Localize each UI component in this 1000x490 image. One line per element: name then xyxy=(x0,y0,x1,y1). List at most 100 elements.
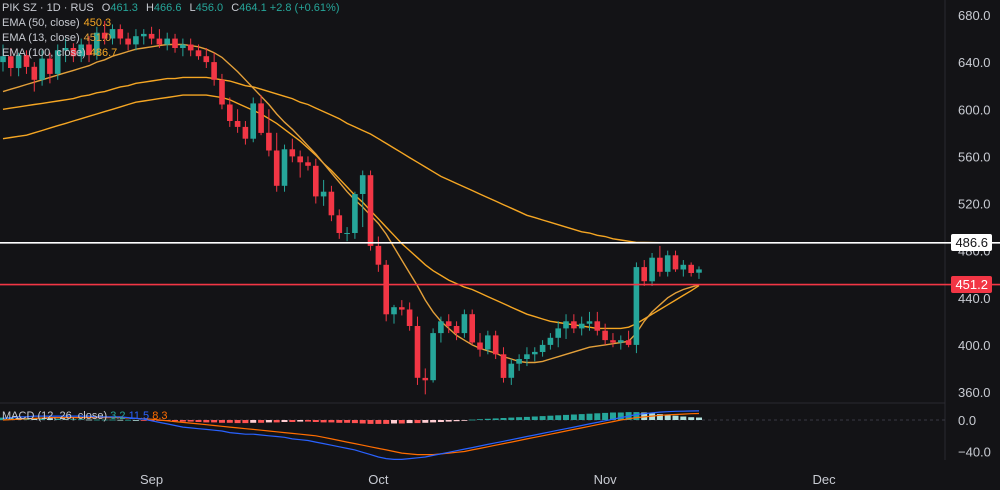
candle[interactable] xyxy=(485,330,491,355)
candle[interactable] xyxy=(180,38,186,57)
candle[interactable] xyxy=(297,150,303,178)
candle[interactable] xyxy=(563,314,569,339)
candle[interactable] xyxy=(625,330,632,348)
candle[interactable] xyxy=(594,311,601,336)
candle[interactable] xyxy=(672,250,679,272)
ema50-legend[interactable]: EMA (50, close) 450.3 xyxy=(2,16,111,31)
candle[interactable] xyxy=(469,309,475,345)
candle[interactable] xyxy=(313,158,319,204)
candle[interactable] xyxy=(359,170,366,228)
candle[interactable] xyxy=(54,44,61,80)
candle[interactable] xyxy=(406,302,413,331)
candle[interactable] xyxy=(31,62,38,92)
ema100-legend[interactable]: EMA (100, close) 486.7 xyxy=(2,46,117,61)
candle[interactable] xyxy=(641,260,647,286)
candle[interactable] xyxy=(610,333,616,348)
macd-pane[interactable] xyxy=(0,410,702,460)
candle[interactable] xyxy=(211,52,217,86)
candle[interactable] xyxy=(281,144,288,192)
candle[interactable] xyxy=(125,32,131,51)
candle[interactable] xyxy=(547,333,554,350)
candle[interactable] xyxy=(133,29,139,51)
candle[interactable] xyxy=(62,38,69,63)
candle[interactable] xyxy=(258,95,264,136)
candle[interactable] xyxy=(453,321,460,341)
candle[interactable] xyxy=(195,44,202,60)
candles[interactable] xyxy=(0,20,702,395)
candle[interactable] xyxy=(78,38,84,63)
candle[interactable] xyxy=(70,43,77,63)
candle[interactable] xyxy=(602,323,608,345)
candle[interactable] xyxy=(555,321,561,348)
candle[interactable] xyxy=(305,156,311,171)
candle[interactable] xyxy=(532,347,538,362)
candle[interactable] xyxy=(328,185,335,222)
candle[interactable] xyxy=(461,309,468,338)
candle[interactable] xyxy=(422,368,429,395)
candle[interactable] xyxy=(524,347,530,367)
candle[interactable] xyxy=(688,262,694,277)
candle[interactable] xyxy=(367,170,374,251)
candle[interactable] xyxy=(8,47,14,77)
candle[interactable] xyxy=(219,73,225,110)
macd-legend[interactable]: MACD (12, 26, close) 3.2 11.5 8.3 xyxy=(2,409,168,424)
candle[interactable] xyxy=(47,52,53,84)
candle[interactable] xyxy=(227,97,233,127)
candle[interactable] xyxy=(664,250,671,277)
candle[interactable] xyxy=(15,52,22,77)
candle[interactable] xyxy=(101,20,108,45)
candle[interactable] xyxy=(0,44,6,72)
candle[interactable] xyxy=(399,300,405,316)
candle[interactable] xyxy=(618,335,624,350)
candle[interactable] xyxy=(141,29,147,45)
candle[interactable] xyxy=(657,245,663,277)
candle[interactable] xyxy=(39,50,45,86)
candle[interactable] xyxy=(383,260,389,322)
candle[interactable] xyxy=(172,33,178,53)
ema13-legend[interactable]: EMA (13, close) 451.0 xyxy=(2,31,111,46)
candle[interactable] xyxy=(649,252,655,286)
candle-body xyxy=(187,44,194,51)
candle[interactable] xyxy=(203,47,210,69)
candle[interactable] xyxy=(539,340,546,357)
candle[interactable] xyxy=(23,50,30,74)
candle[interactable] xyxy=(320,179,327,206)
price-tag-white-line[interactable]: 486.6 xyxy=(951,233,992,251)
candle[interactable] xyxy=(352,191,358,239)
candle[interactable] xyxy=(508,359,515,385)
candle[interactable] xyxy=(250,97,256,143)
candle[interactable] xyxy=(266,109,272,157)
candle[interactable] xyxy=(571,314,577,334)
candle[interactable] xyxy=(445,314,452,334)
candle[interactable] xyxy=(492,330,499,360)
candle[interactable] xyxy=(430,328,436,383)
candle[interactable] xyxy=(234,109,241,133)
candle[interactable] xyxy=(578,316,585,336)
candle[interactable] xyxy=(117,24,124,45)
candle[interactable] xyxy=(438,316,444,343)
candle[interactable] xyxy=(187,38,194,57)
candle[interactable] xyxy=(391,304,397,324)
candle[interactable] xyxy=(516,354,522,371)
candle[interactable] xyxy=(336,209,343,239)
candle[interactable] xyxy=(680,260,687,277)
candle[interactable] xyxy=(242,121,249,145)
candle[interactable] xyxy=(696,266,702,279)
candle[interactable] xyxy=(94,26,100,60)
candle[interactable] xyxy=(289,138,296,163)
candle[interactable] xyxy=(586,311,593,331)
candle[interactable] xyxy=(633,262,640,354)
candle[interactable] xyxy=(148,26,155,45)
candle[interactable] xyxy=(477,333,483,357)
candle[interactable] xyxy=(164,32,170,51)
candle[interactable] xyxy=(86,36,92,63)
candle[interactable] xyxy=(109,24,116,45)
candle[interactable] xyxy=(500,347,507,383)
candle[interactable] xyxy=(344,227,350,242)
candle[interactable] xyxy=(414,316,421,385)
candle[interactable] xyxy=(273,132,280,192)
symbol-legend[interactable]: PIK SZ · 1D · RUS O461.3 H466.6 L456.0 C… xyxy=(2,2,340,14)
candle[interactable] xyxy=(156,29,163,48)
price-tag-red-line[interactable]: 451.2 xyxy=(951,275,992,293)
